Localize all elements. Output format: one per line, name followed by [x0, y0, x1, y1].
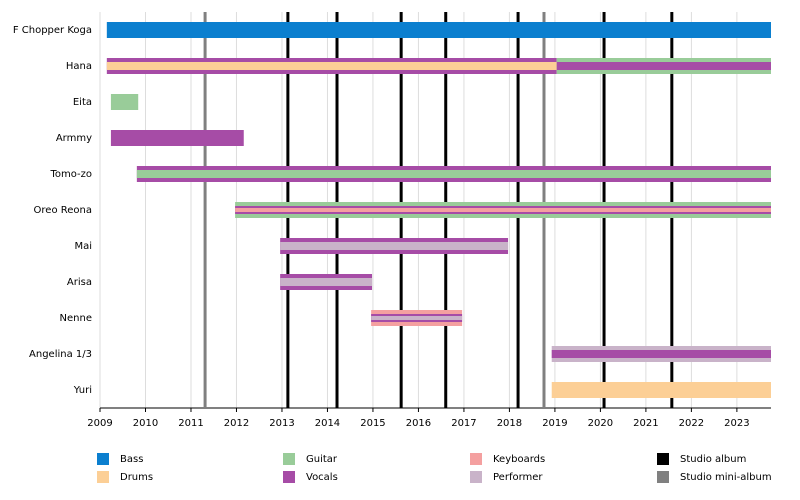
- member-bar: [280, 278, 373, 286]
- member-label: Eita: [73, 97, 92, 108]
- x-tick-label: 2019: [542, 418, 567, 429]
- legend-label: Keyboards: [493, 454, 545, 465]
- legend-label: Performer: [493, 472, 543, 483]
- member-bar: [136, 170, 771, 178]
- x-tick-label: 2013: [269, 418, 294, 429]
- x-tick-label: 2017: [451, 418, 476, 429]
- member-bar: [235, 208, 771, 212]
- member-label: Nenne: [60, 313, 92, 324]
- legend-label: Guitar: [306, 454, 338, 465]
- legend-label: Studio mini-album: [680, 472, 772, 483]
- member-label: Angelina 1/3: [29, 349, 92, 360]
- member-bar: [110, 130, 244, 146]
- member-bar: [371, 316, 463, 320]
- member-bar: [556, 62, 771, 70]
- member-label: Yuri: [73, 385, 92, 396]
- member-bar: [106, 22, 771, 38]
- legend-swatch: [283, 453, 295, 465]
- legend-swatch: [657, 471, 669, 483]
- member-label: Hana: [66, 61, 92, 72]
- member-label: Mai: [74, 241, 92, 252]
- x-tick-label: 2010: [133, 418, 158, 429]
- member-label: Tomo-zo: [49, 169, 92, 180]
- x-tick-label: 2021: [633, 418, 658, 429]
- legend-label: Studio album: [680, 454, 746, 465]
- legend-swatch: [470, 453, 482, 465]
- member-label: F Chopper Koga: [13, 25, 92, 36]
- x-tick-label: 2011: [178, 418, 203, 429]
- legend-swatch: [97, 471, 109, 483]
- member-bar: [551, 350, 771, 358]
- member-bar: [280, 242, 509, 250]
- x-tick-label: 2015: [360, 418, 385, 429]
- x-tick-label: 2020: [588, 418, 613, 429]
- x-tick-label: 2022: [679, 418, 704, 429]
- member-label: Oreo Reona: [34, 205, 92, 216]
- legend-swatch: [283, 471, 295, 483]
- member-bar: [551, 382, 771, 398]
- x-tick-label: 2012: [224, 418, 249, 429]
- x-tick-label: 2023: [724, 418, 749, 429]
- member-label: Armmy: [56, 133, 92, 144]
- x-tick-label: 2018: [497, 418, 522, 429]
- legend-swatch: [97, 453, 109, 465]
- legend-swatch: [470, 471, 482, 483]
- legend-label: Drums: [120, 472, 153, 483]
- member-label: Arisa: [67, 277, 92, 288]
- member-bar: [106, 62, 557, 70]
- legend-swatch: [657, 453, 669, 465]
- x-tick-label: 2014: [315, 418, 340, 429]
- legend-label: Vocals: [306, 472, 338, 483]
- x-tick-label: 2016: [406, 418, 431, 429]
- x-tick-label: 2009: [87, 418, 112, 429]
- legend-label: Bass: [120, 454, 143, 465]
- member-bar: [110, 94, 139, 110]
